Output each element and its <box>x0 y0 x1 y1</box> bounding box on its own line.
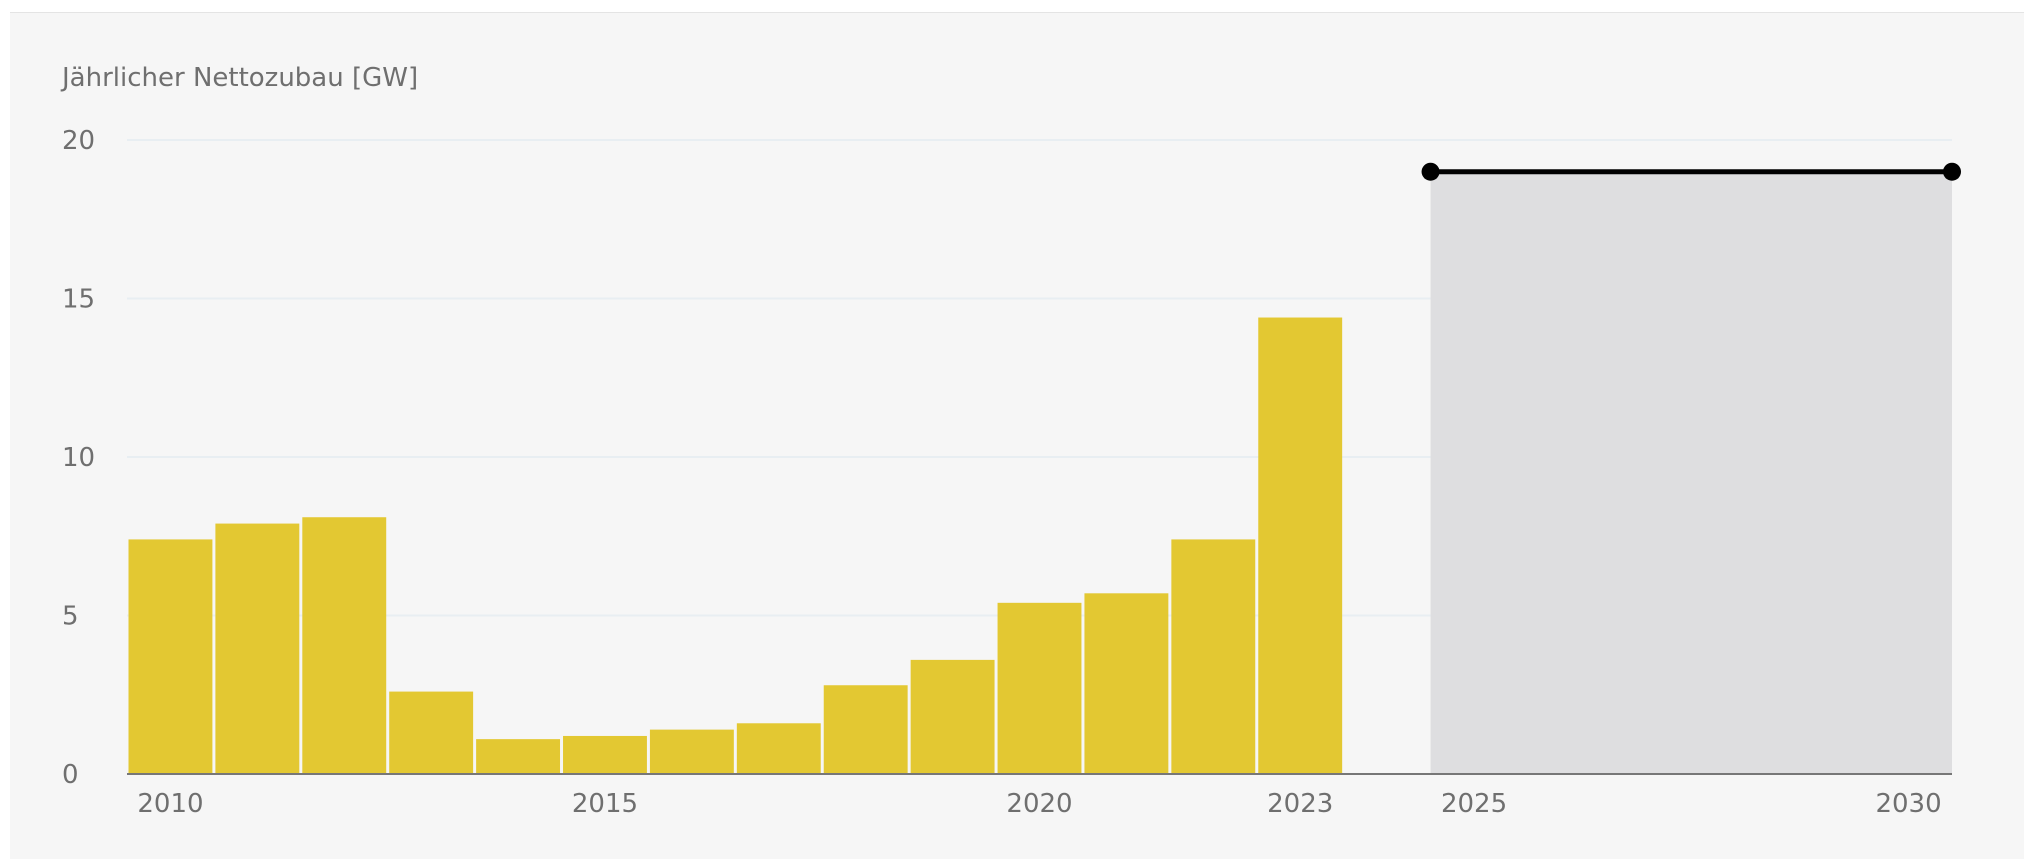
bar <box>649 729 734 774</box>
x-tick-label: 2030 <box>1875 789 1941 819</box>
target-line-end-point <box>1943 162 1961 181</box>
y-tick-label: 0 <box>62 760 79 790</box>
x-tick-label: 2010 <box>137 789 203 819</box>
bar <box>476 739 561 774</box>
x-tick-label: 2025 <box>1441 789 1507 819</box>
y-tick-labels: 0 5 10 15 20 <box>62 126 95 790</box>
x-tick-label: 2020 <box>1006 789 1072 819</box>
bar <box>736 723 821 774</box>
y-tick-label: 15 <box>62 285 95 315</box>
x-tick-label: 2023 <box>1267 789 1333 819</box>
bar <box>128 539 213 774</box>
bar <box>997 602 1082 774</box>
bar <box>1084 593 1169 774</box>
y-axis-label: Jährlicher Nettozubau [GW] <box>60 63 418 93</box>
bar <box>1258 317 1343 774</box>
bar <box>389 691 474 774</box>
x-tick-label: 2015 <box>572 789 638 819</box>
bar <box>1171 539 1256 774</box>
y-tick-label: 20 <box>62 126 95 156</box>
target-line-start-point <box>1421 162 1440 181</box>
x-tick-labels: 2010 2015 2020 2023 2025 2030 <box>137 789 1941 819</box>
target-range-area <box>1430 171 1952 774</box>
bar <box>215 523 300 774</box>
bar <box>563 735 647 774</box>
target-range <box>1421 162 1961 774</box>
bars <box>128 317 1343 774</box>
y-tick-label: 10 <box>62 443 95 473</box>
y-tick-label: 5 <box>62 602 79 632</box>
bar <box>302 517 387 774</box>
bar <box>823 685 908 774</box>
bar <box>910 659 995 774</box>
